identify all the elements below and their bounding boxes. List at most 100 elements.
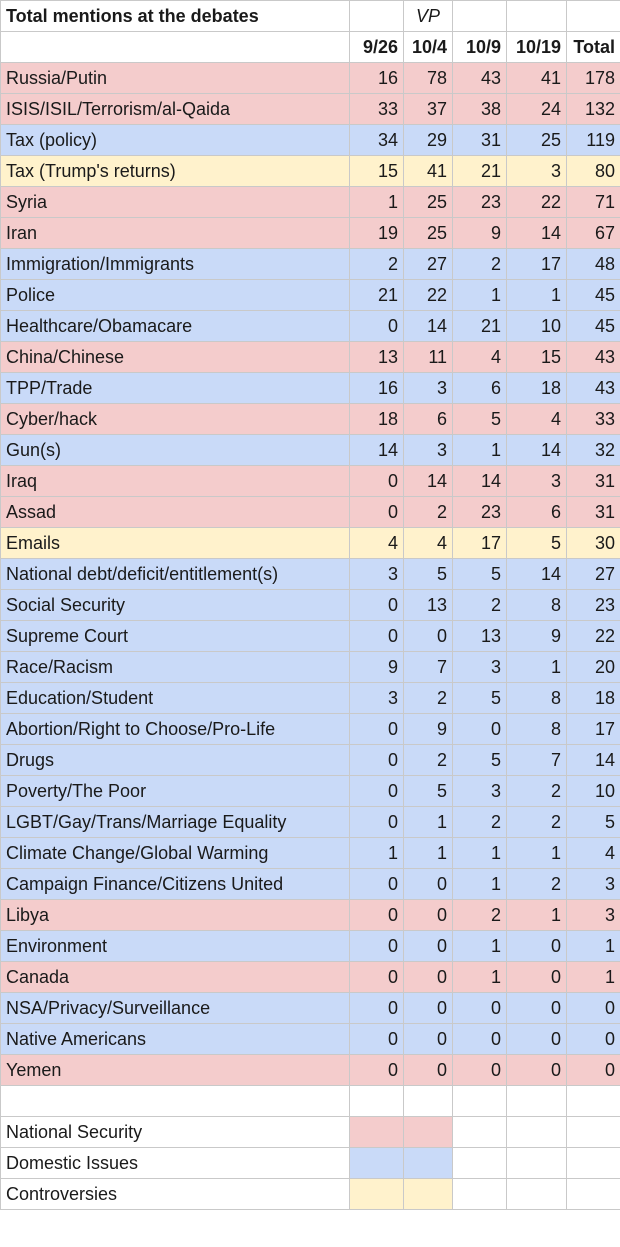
value-cell[interactable]: 178 <box>566 62 620 94</box>
value-cell[interactable]: 2 <box>403 744 453 776</box>
value-cell[interactable]: 31 <box>452 124 507 156</box>
value-cell[interactable]: 0 <box>403 930 453 962</box>
value-cell[interactable]: 45 <box>566 279 620 311</box>
value-cell[interactable]: 0 <box>349 775 404 807</box>
value-cell[interactable]: 0 <box>452 713 507 745</box>
value-cell[interactable]: 13 <box>403 589 453 621</box>
value-cell[interactable]: 1 <box>506 837 567 869</box>
value-cell[interactable]: 0 <box>349 496 404 528</box>
empty-cell[interactable] <box>452 1116 507 1148</box>
topic-cell[interactable]: Tax (policy) <box>0 124 350 156</box>
empty-cell[interactable] <box>506 0 567 32</box>
value-cell[interactable]: 33 <box>349 93 404 125</box>
topic-cell[interactable]: Social Security <box>0 589 350 621</box>
value-cell[interactable]: 2 <box>452 248 507 280</box>
value-cell[interactable]: 1 <box>349 186 404 218</box>
value-cell[interactable]: 10 <box>566 775 620 807</box>
empty-cell[interactable] <box>452 1085 507 1117</box>
value-cell[interactable]: 14 <box>403 310 453 342</box>
legend-label[interactable]: Domestic Issues <box>0 1147 350 1179</box>
value-cell[interactable]: 3 <box>566 899 620 931</box>
value-cell[interactable]: 0 <box>349 310 404 342</box>
topic-cell[interactable]: LGBT/Gay/Trans/Marriage Equality <box>0 806 350 838</box>
value-cell[interactable]: 24 <box>506 93 567 125</box>
value-cell[interactable]: 71 <box>566 186 620 218</box>
value-cell[interactable]: 0 <box>506 961 567 993</box>
value-cell[interactable]: 0 <box>349 465 404 497</box>
column-header-total[interactable]: Total <box>566 31 620 63</box>
value-cell[interactable]: 0 <box>403 868 453 900</box>
column-header-10-4[interactable]: 10/4 <box>403 31 453 63</box>
value-cell[interactable]: 1 <box>452 279 507 311</box>
value-cell[interactable]: 0 <box>349 589 404 621</box>
column-header-9-26[interactable]: 9/26 <box>349 31 404 63</box>
vp-label[interactable]: VP <box>403 0 453 32</box>
value-cell[interactable]: 7 <box>403 651 453 683</box>
value-cell[interactable]: 48 <box>566 248 620 280</box>
value-cell[interactable]: 22 <box>566 620 620 652</box>
legend-swatch[interactable] <box>349 1116 404 1148</box>
topic-cell[interactable]: Poverty/The Poor <box>0 775 350 807</box>
value-cell[interactable]: 0 <box>349 620 404 652</box>
value-cell[interactable]: 41 <box>403 155 453 187</box>
value-cell[interactable]: 1 <box>349 837 404 869</box>
value-cell[interactable]: 0 <box>349 1054 404 1086</box>
value-cell[interactable]: 43 <box>566 372 620 404</box>
topic-cell[interactable]: ISIS/ISIL/Terrorism/al-Qaida <box>0 93 350 125</box>
value-cell[interactable]: 0 <box>506 1023 567 1055</box>
legend-label[interactable]: National Security <box>0 1116 350 1148</box>
value-cell[interactable]: 119 <box>566 124 620 156</box>
value-cell[interactable]: 2 <box>452 899 507 931</box>
column-header-10-9[interactable]: 10/9 <box>452 31 507 63</box>
value-cell[interactable]: 43 <box>452 62 507 94</box>
topic-cell[interactable]: Climate Change/Global Warming <box>0 837 350 869</box>
value-cell[interactable]: 2 <box>452 806 507 838</box>
value-cell[interactable]: 43 <box>566 341 620 373</box>
legend-swatch[interactable] <box>349 1147 404 1179</box>
value-cell[interactable]: 4 <box>506 403 567 435</box>
value-cell[interactable]: 1 <box>566 930 620 962</box>
value-cell[interactable]: 8 <box>506 713 567 745</box>
value-cell[interactable]: 0 <box>566 1023 620 1055</box>
value-cell[interactable]: 3 <box>349 682 404 714</box>
legend-label[interactable]: Controversies <box>0 1178 350 1210</box>
topic-cell[interactable]: Immigration/Immigrants <box>0 248 350 280</box>
topic-cell[interactable]: Campaign Finance/Citizens United <box>0 868 350 900</box>
value-cell[interactable]: 38 <box>452 93 507 125</box>
topic-cell[interactable]: TPP/Trade <box>0 372 350 404</box>
empty-cell[interactable] <box>566 1147 620 1179</box>
value-cell[interactable]: 6 <box>403 403 453 435</box>
value-cell[interactable]: 0 <box>403 1054 453 1086</box>
value-cell[interactable]: 0 <box>349 1023 404 1055</box>
value-cell[interactable]: 0 <box>349 899 404 931</box>
value-cell[interactable]: 13 <box>452 620 507 652</box>
value-cell[interactable]: 0 <box>349 992 404 1024</box>
value-cell[interactable]: 5 <box>452 744 507 776</box>
value-cell[interactable]: 6 <box>452 372 507 404</box>
value-cell[interactable]: 21 <box>349 279 404 311</box>
topic-cell[interactable]: Russia/Putin <box>0 62 350 94</box>
value-cell[interactable]: 16 <box>349 372 404 404</box>
value-cell[interactable]: 3 <box>403 372 453 404</box>
value-cell[interactable]: 23 <box>566 589 620 621</box>
value-cell[interactable]: 13 <box>349 341 404 373</box>
value-cell[interactable]: 45 <box>566 310 620 342</box>
value-cell[interactable]: 33 <box>566 403 620 435</box>
value-cell[interactable]: 15 <box>506 341 567 373</box>
value-cell[interactable]: 23 <box>452 186 507 218</box>
value-cell[interactable]: 25 <box>403 217 453 249</box>
value-cell[interactable]: 16 <box>349 62 404 94</box>
value-cell[interactable]: 21 <box>452 155 507 187</box>
topic-cell[interactable]: Environment <box>0 930 350 962</box>
topic-cell[interactable]: Iraq <box>0 465 350 497</box>
value-cell[interactable]: 41 <box>506 62 567 94</box>
value-cell[interactable]: 8 <box>506 589 567 621</box>
value-cell[interactable]: 3 <box>452 651 507 683</box>
value-cell[interactable]: 14 <box>349 434 404 466</box>
value-cell[interactable]: 0 <box>452 992 507 1024</box>
empty-cell[interactable] <box>506 1147 567 1179</box>
value-cell[interactable]: 4 <box>349 527 404 559</box>
value-cell[interactable]: 1 <box>452 930 507 962</box>
value-cell[interactable]: 5 <box>403 775 453 807</box>
value-cell[interactable]: 1 <box>506 279 567 311</box>
